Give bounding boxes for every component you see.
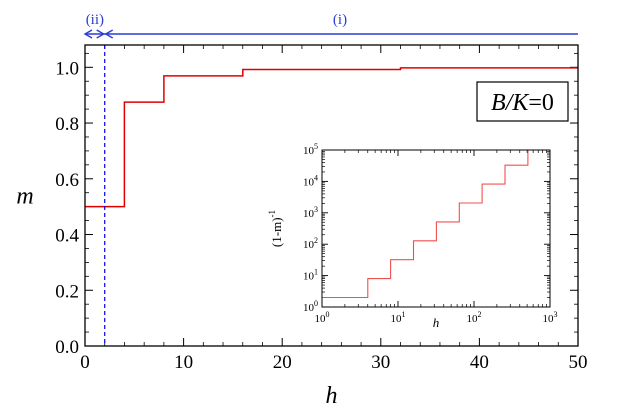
- region-arrowhead: [83, 29, 93, 39]
- inset-y-axis-label-sup: -1: [267, 210, 277, 218]
- inset-y-axis-label-base: (1-m): [269, 217, 284, 247]
- x-axis-label: h: [326, 383, 338, 409]
- y-tick-label: 0.6: [55, 170, 79, 191]
- region-label-ii: (ii): [86, 12, 104, 28]
- x-tick-label: 10: [174, 352, 193, 373]
- annotation-rest: =0: [528, 90, 554, 116]
- inset-y-axis-label: (1-m)-1: [267, 210, 284, 247]
- x-tick-label: 50: [569, 352, 588, 373]
- annotation-frame: [476, 81, 569, 122]
- inset-step-line: [322, 150, 529, 299]
- inset-plot-frame: [321, 149, 551, 308]
- main-plot-frame: [84, 44, 579, 347]
- inset-x-axis-label: h: [433, 315, 440, 330]
- y-tick-label: 0.8: [55, 114, 79, 135]
- y-tick-label: 0.0: [55, 337, 79, 358]
- inset-tick-labels: 100 101 102 103 100 101 102 103 104 105: [303, 142, 558, 325]
- y-axis-label: m: [16, 184, 33, 210]
- inset-x-tick-label: 103: [543, 310, 558, 325]
- y-tick-label: 0.2: [55, 281, 79, 302]
- annotation-box: B/K=0: [476, 81, 569, 122]
- main-series: [85, 45, 578, 346]
- inset-y-tick-label: 100: [303, 299, 318, 314]
- inset-x-tick-label: 101: [391, 310, 406, 325]
- annotation-text: B/K=0: [491, 90, 554, 116]
- region-arrowhead: [96, 29, 106, 39]
- inset-x-tick-label: 100: [315, 310, 330, 325]
- region-arrowhead: [104, 29, 114, 39]
- inset-y-tick-label: 102: [303, 236, 318, 251]
- x-tick-label: 20: [273, 352, 292, 373]
- region-label-i: (i): [333, 12, 347, 28]
- inset-y-tick-label: 105: [303, 142, 318, 157]
- x-tick-label: 40: [470, 352, 489, 373]
- inset-y-tick-label: 101: [303, 268, 318, 283]
- region-indicators: (ii) (i): [83, 12, 578, 39]
- y-tick-label: 0.4: [55, 226, 79, 247]
- inset-y-tick-label: 104: [303, 173, 318, 188]
- inset-y-tick-label: 103: [303, 205, 318, 220]
- main-tick-labels: 0 10 20 30 40 50 0.0 0.2 0.4 0.6 0.8 1.0: [55, 58, 587, 373]
- annotation-italic: B/K: [491, 90, 530, 116]
- inset-x-tick-label: 102: [467, 310, 482, 325]
- main-step-line: [85, 67, 578, 208]
- y-tick-label: 1.0: [55, 58, 79, 79]
- x-tick-label: 30: [371, 352, 390, 373]
- inset-plot: 100 101 102 103 100 101 102 103 104 105 h (1-m)-1: [267, 142, 558, 330]
- x-tick-label: 0: [80, 352, 90, 373]
- main-plot: 0 10 20 30 40 500.00.20.40.60.81.0 h m (ii) (i…: [16, 12, 587, 409]
- inset-series: [322, 150, 529, 299]
